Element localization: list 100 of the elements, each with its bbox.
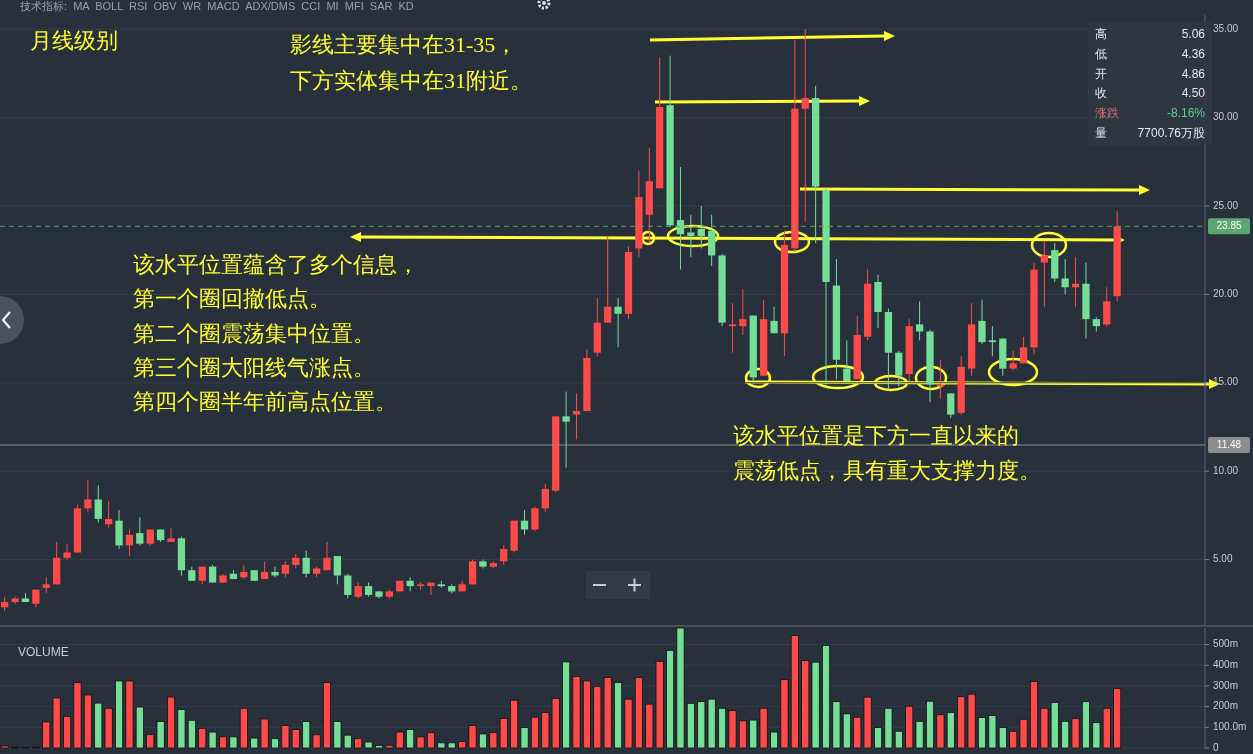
- bar: [458, 741, 467, 749]
- candlestick: [1019, 336, 1028, 364]
- bar: [0, 745, 9, 749]
- candlestick: [531, 506, 539, 532]
- bar: [842, 713, 851, 749]
- candlestick: [333, 555, 342, 585]
- candlestick: [728, 302, 737, 354]
- bar: [302, 721, 311, 749]
- bar: [166, 696, 176, 749]
- text: 月线级别: [30, 28, 118, 53]
- bar: [614, 682, 623, 749]
- candlestick: [915, 300, 924, 341]
- y-tick-label: 10.00: [1213, 464, 1239, 476]
- candlestick: [323, 541, 331, 571]
- y-tick-label: 0: [1213, 741, 1219, 753]
- candlestick: [344, 573, 352, 599]
- bar: [115, 680, 124, 749]
- candlestick: [770, 306, 778, 334]
- bar: [821, 644, 831, 749]
- annotation: 量: [1095, 126, 1107, 140]
- candlestick: [687, 214, 695, 258]
- annotation: 第二个圈震荡集中位置。: [133, 320, 375, 346]
- bar: [312, 734, 321, 749]
- bar: [73, 682, 82, 749]
- candlestick: [167, 527, 175, 543]
- ref-line-label: 23.85: [1216, 219, 1242, 231]
- candlestick: [302, 550, 310, 578]
- bar: [873, 727, 883, 749]
- bar: [905, 705, 914, 749]
- bar: [915, 720, 924, 749]
- bar: [426, 732, 435, 749]
- candlestick: [500, 544, 508, 566]
- y-tick-label: 100.0m: [1213, 720, 1247, 732]
- bar: [291, 729, 300, 749]
- candlestick: [271, 566, 279, 578]
- bar: [354, 738, 363, 749]
- annotation: 低: [1095, 46, 1107, 61]
- candlestick: [562, 391, 570, 469]
- annotation: 5.06: [1181, 27, 1206, 41]
- annotation: 收: [1095, 86, 1107, 101]
- candlestick: [125, 529, 134, 557]
- annotation: -8.16%: [1166, 106, 1206, 121]
- y-tick-label: 300m: [1213, 679, 1239, 691]
- annotation: 震荡低点，具有重大支撑力度。: [733, 458, 1041, 483]
- bar: [770, 731, 779, 749]
- candlestick: [63, 543, 71, 561]
- bar: [250, 737, 259, 749]
- y-tick-label: 25.00: [1213, 199, 1239, 211]
- candlestick: [978, 299, 986, 345]
- y-tick-label: 200m: [1213, 700, 1239, 712]
- annotation: 该水平位置是下方一直以来的: [733, 423, 1019, 448]
- bar: [572, 676, 581, 749]
- bar: [322, 682, 332, 749]
- bar: [728, 710, 737, 749]
- bar: [520, 727, 529, 749]
- y-tick-label: 15.00: [1213, 376, 1239, 388]
- bar: [510, 699, 519, 749]
- y-tick-label: 500m: [1213, 638, 1239, 650]
- bar: [63, 715, 72, 749]
- bar: [229, 736, 238, 749]
- bar: [624, 698, 633, 749]
- ref-line-label: 11.48: [1216, 438, 1242, 450]
- bar: [364, 741, 373, 749]
- annotation: 4.36: [1181, 46, 1206, 61]
- y-tick-label: 400m: [1213, 658, 1239, 670]
- candlestick: [541, 483, 549, 513]
- candlestick: [520, 509, 529, 536]
- candlestick: [468, 559, 477, 585]
- candlestick: [895, 350, 903, 387]
- bar: [281, 725, 290, 749]
- bar: [135, 706, 144, 749]
- candlestick: [84, 479, 92, 513]
- bar: [125, 680, 134, 749]
- y-tick-label: 30.00: [1213, 111, 1239, 123]
- annotation: 4.86: [1181, 66, 1206, 81]
- annotation: 第四个圈半年前高点位置。: [133, 389, 397, 415]
- bar: [718, 707, 727, 749]
- bar: [1029, 681, 1039, 749]
- annotation: 下方实体集中在31附近。: [290, 68, 532, 93]
- bar: [582, 680, 591, 749]
- annotation: 高: [1095, 27, 1107, 41]
- bar: [218, 736, 228, 749]
- bar: [925, 700, 935, 749]
- candlestick: [676, 166, 685, 271]
- bar: [416, 736, 425, 749]
- annotation: 该水平位置蕴含了多个信息，: [133, 252, 419, 277]
- candlestick: [739, 288, 747, 336]
- bar: [239, 707, 248, 749]
- candlestick: [136, 516, 144, 546]
- candlestick: [614, 297, 622, 348]
- candlestick: [801, 28, 809, 223]
- candlestick: [1040, 240, 1049, 308]
- bar: [1019, 718, 1028, 749]
- text: VOLUME: [18, 645, 69, 659]
- bar: [468, 725, 477, 749]
- annotation: 第三个圈大阳线气涨点。: [133, 354, 375, 380]
- bar: [1071, 718, 1080, 749]
- annotation: 4.50: [1181, 86, 1206, 101]
- bar: [406, 729, 415, 749]
- bar: [530, 716, 539, 749]
